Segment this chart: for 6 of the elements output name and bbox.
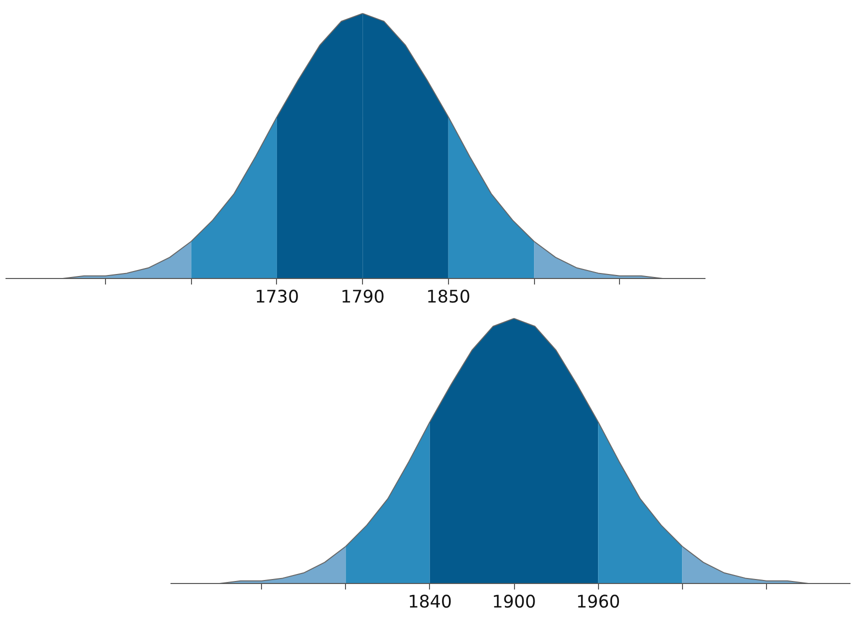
x-tick-label: 1960: [576, 592, 620, 612]
x-tick-label: 1730: [254, 288, 299, 308]
x-tick-label: 1850: [426, 288, 470, 308]
x-tick-label: 1900: [492, 592, 536, 612]
x-tick-label: 1790: [340, 288, 385, 308]
x-tick-label: 1840: [408, 592, 452, 612]
